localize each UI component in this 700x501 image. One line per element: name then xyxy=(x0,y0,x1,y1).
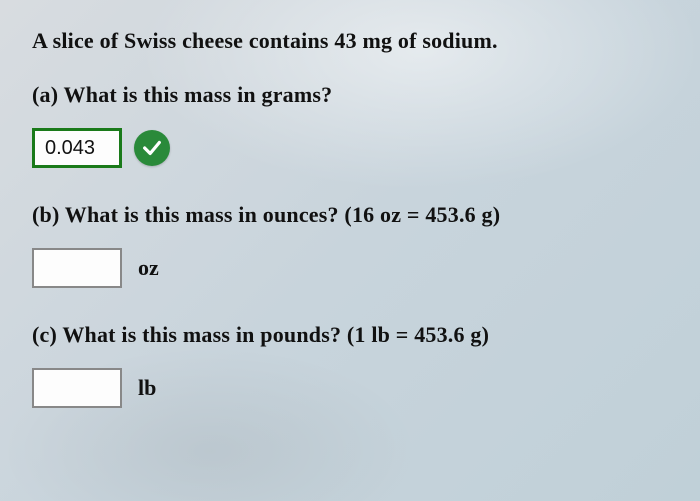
part-b-question: (b) What is this mass in ounces? (16 oz … xyxy=(32,202,668,228)
part-b-answer-row: oz xyxy=(32,248,668,288)
part-b-answer-input[interactable] xyxy=(32,248,122,288)
intro-text: A slice of Swiss cheese contains 43 mg o… xyxy=(32,28,668,54)
question-content: A slice of Swiss cheese contains 43 mg o… xyxy=(32,28,668,408)
part-a-answer-row: 0.043 xyxy=(32,128,668,168)
part-c-question: (c) What is this mass in pounds? (1 lb =… xyxy=(32,322,668,348)
part-c-answer-input[interactable] xyxy=(32,368,122,408)
part-a-question: (a) What is this mass in grams? xyxy=(32,82,668,108)
part-a-answer-input[interactable]: 0.043 xyxy=(32,128,122,168)
part-b-unit: oz xyxy=(138,255,159,281)
correct-check-icon xyxy=(134,130,170,166)
part-a-answer-value: 0.043 xyxy=(45,137,95,160)
part-c-answer-row: lb xyxy=(32,368,668,408)
part-c-unit: lb xyxy=(138,375,156,401)
